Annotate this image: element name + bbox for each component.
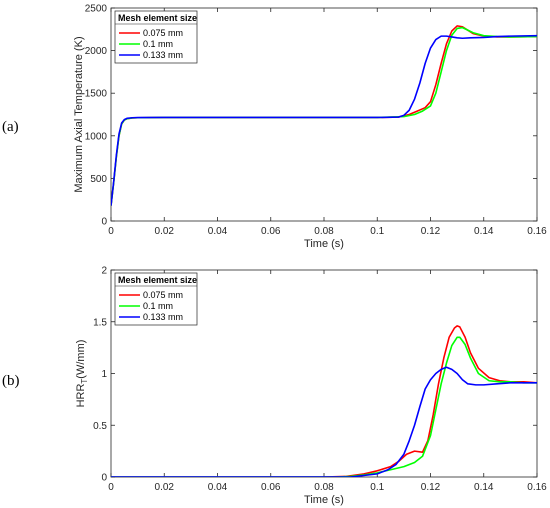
- legend-entry: 0.1 mm: [143, 301, 173, 311]
- legend: Mesh element size 0.075 mm0.1 mm0.133 mm: [114, 272, 198, 326]
- x-tick-label: 0.12: [421, 482, 441, 493]
- legend-title: Mesh element size: [118, 13, 197, 23]
- y-tick-label: 1: [101, 369, 107, 380]
- y-tick-label: 0: [101, 473, 107, 484]
- x-tick-label: 0.06: [261, 482, 281, 493]
- y-tick-label: 2000: [85, 46, 108, 57]
- y-tick-label: 500: [90, 174, 107, 185]
- x-tick-label: 0: [108, 226, 114, 237]
- x-tick-label: 0.08: [314, 482, 334, 493]
- legend-entry: 0.075 mm: [143, 290, 183, 300]
- legend-entry: 0.1 mm: [143, 39, 173, 49]
- legend-title: Mesh element size: [118, 275, 197, 285]
- x-tick-label: 0.12: [421, 226, 441, 237]
- series-line-3: [111, 366, 537, 477]
- x-tick-label: 0.14: [474, 482, 494, 493]
- legend-entry: 0.133 mm: [143, 50, 183, 60]
- x-tick-label: 0.16: [527, 482, 547, 493]
- y-axis-label: HRRT(W/mm): [75, 340, 89, 408]
- panel-label: (a): [2, 119, 19, 135]
- x-tick-label: 0.06: [261, 226, 281, 237]
- x-tick-label: 0.04: [208, 226, 228, 237]
- y-axis-label: Maximum Axial Temperature (K): [73, 36, 85, 192]
- x-tick-label: 0.02: [155, 482, 175, 493]
- x-tick-label: 0: [108, 482, 114, 493]
- y-tick-label: 0.5: [93, 421, 107, 432]
- x-tick-label: 0.08: [314, 226, 334, 237]
- legend: Mesh element size 0.075 mm0.1 mm0.133 mm: [114, 10, 198, 64]
- x-tick-label: 0.16: [527, 226, 547, 237]
- x-tick-label: 0.04: [208, 482, 228, 493]
- x-axis-label: Time (s): [304, 494, 344, 506]
- series-line-1: [111, 325, 537, 477]
- x-tick-label: 0.02: [155, 226, 175, 237]
- legend-entry: 0.133 mm: [143, 312, 183, 322]
- x-tick-label: 0.14: [474, 226, 494, 237]
- y-tick-label: 2500: [85, 4, 108, 15]
- y-tick-label: 1500: [85, 89, 108, 100]
- x-axis-label: Time (s): [304, 238, 344, 250]
- y-tick-label: 1000: [85, 131, 108, 142]
- x-tick-label: 0.1: [370, 482, 384, 493]
- series-line-3: [111, 34, 537, 206]
- series-line-2: [111, 336, 537, 477]
- chart-panel-b: 0 0.02 0.04 0.06 0.08 0.1 0.12 0.14 0.16 0 0.5 1 1.5…: [2, 266, 547, 507]
- y-tick-label: 2: [101, 266, 107, 277]
- chart-panel-a: 0 0.02 0.04 0.06 0.08 0.1 0.12 0.14 0.16 0 500 1000…: [2, 4, 547, 251]
- x-tick-label: 0.1: [370, 226, 384, 237]
- legend-entry: 0.075 mm: [143, 28, 183, 38]
- panel-label: (b): [2, 373, 20, 389]
- y-tick-label: 1.5: [93, 317, 107, 328]
- y-tick-label: 0: [101, 217, 107, 228]
